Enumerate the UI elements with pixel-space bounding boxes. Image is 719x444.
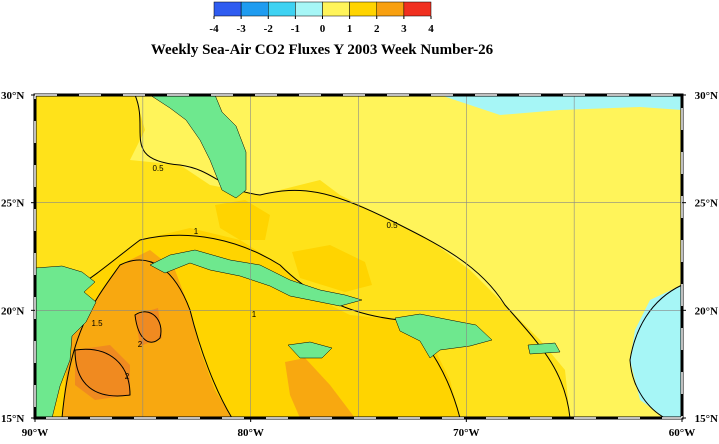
colorbar-segment bbox=[240, 1, 269, 17]
contours bbox=[34, 94, 683, 419]
contour-label: 0.5 bbox=[152, 164, 164, 173]
colorbar-label: -3 bbox=[237, 23, 247, 35]
y-tick-label: 30°N bbox=[1, 90, 24, 102]
land bbox=[34, 94, 561, 419]
colorbar-segment bbox=[268, 1, 296, 17]
grid bbox=[35, 95, 682, 418]
colorbar-segment bbox=[349, 1, 377, 17]
colorbar-label: 1 bbox=[347, 23, 353, 35]
x-tick-label: 80°W bbox=[237, 427, 263, 439]
colorbar-label: -2 bbox=[264, 23, 274, 35]
y-tick-label-right: 25°N bbox=[695, 198, 718, 210]
colorbar-segment bbox=[376, 1, 405, 17]
sea-high bbox=[292, 245, 372, 292]
sea-higher bbox=[285, 358, 355, 418]
colorbar-label: 4 bbox=[428, 23, 434, 35]
y-tick-label-right: 15°N bbox=[695, 413, 718, 425]
x-tick-label: 70°W bbox=[453, 427, 479, 439]
y-tick-label: 25°N bbox=[1, 198, 24, 210]
colorbar-segment bbox=[403, 1, 432, 17]
x-tick-label: 90°W bbox=[22, 427, 48, 439]
x-tick-label: 60°W bbox=[669, 427, 695, 439]
sea-negative bbox=[630, 285, 682, 418]
colorbar-label: 2 bbox=[374, 23, 380, 35]
y-tick-label: 20°N bbox=[1, 305, 24, 317]
colorbar-label: 3 bbox=[401, 23, 407, 35]
y-tick-label-right: 20°N bbox=[695, 305, 718, 317]
colorbar-label: -1 bbox=[291, 23, 300, 35]
contour-label: 1 bbox=[252, 310, 257, 319]
colorbar-label: -4 bbox=[209, 23, 219, 35]
map-frame-pattern bbox=[34, 94, 683, 419]
contour-label: 1.5 bbox=[91, 319, 103, 328]
y-tick-label: 15°N bbox=[1, 413, 24, 425]
sea-negative bbox=[440, 95, 682, 115]
colorbar-segment bbox=[295, 1, 323, 17]
contour-label: 0.5 bbox=[386, 221, 398, 230]
y-tick-label-right: 30°N bbox=[695, 90, 718, 102]
contour-label: 2 bbox=[138, 340, 143, 349]
colorbar-label: 0 bbox=[320, 23, 326, 35]
sea-highest bbox=[75, 345, 130, 400]
colorbar-segment bbox=[213, 1, 242, 17]
colorbar-segment bbox=[322, 1, 350, 17]
contour-label: 1 bbox=[194, 227, 199, 236]
sea-high bbox=[215, 200, 270, 240]
contour-label: 2 bbox=[125, 372, 130, 381]
title: Weekly Sea-Air CO2 Fluxes Y 2003 Week Nu… bbox=[151, 42, 494, 58]
